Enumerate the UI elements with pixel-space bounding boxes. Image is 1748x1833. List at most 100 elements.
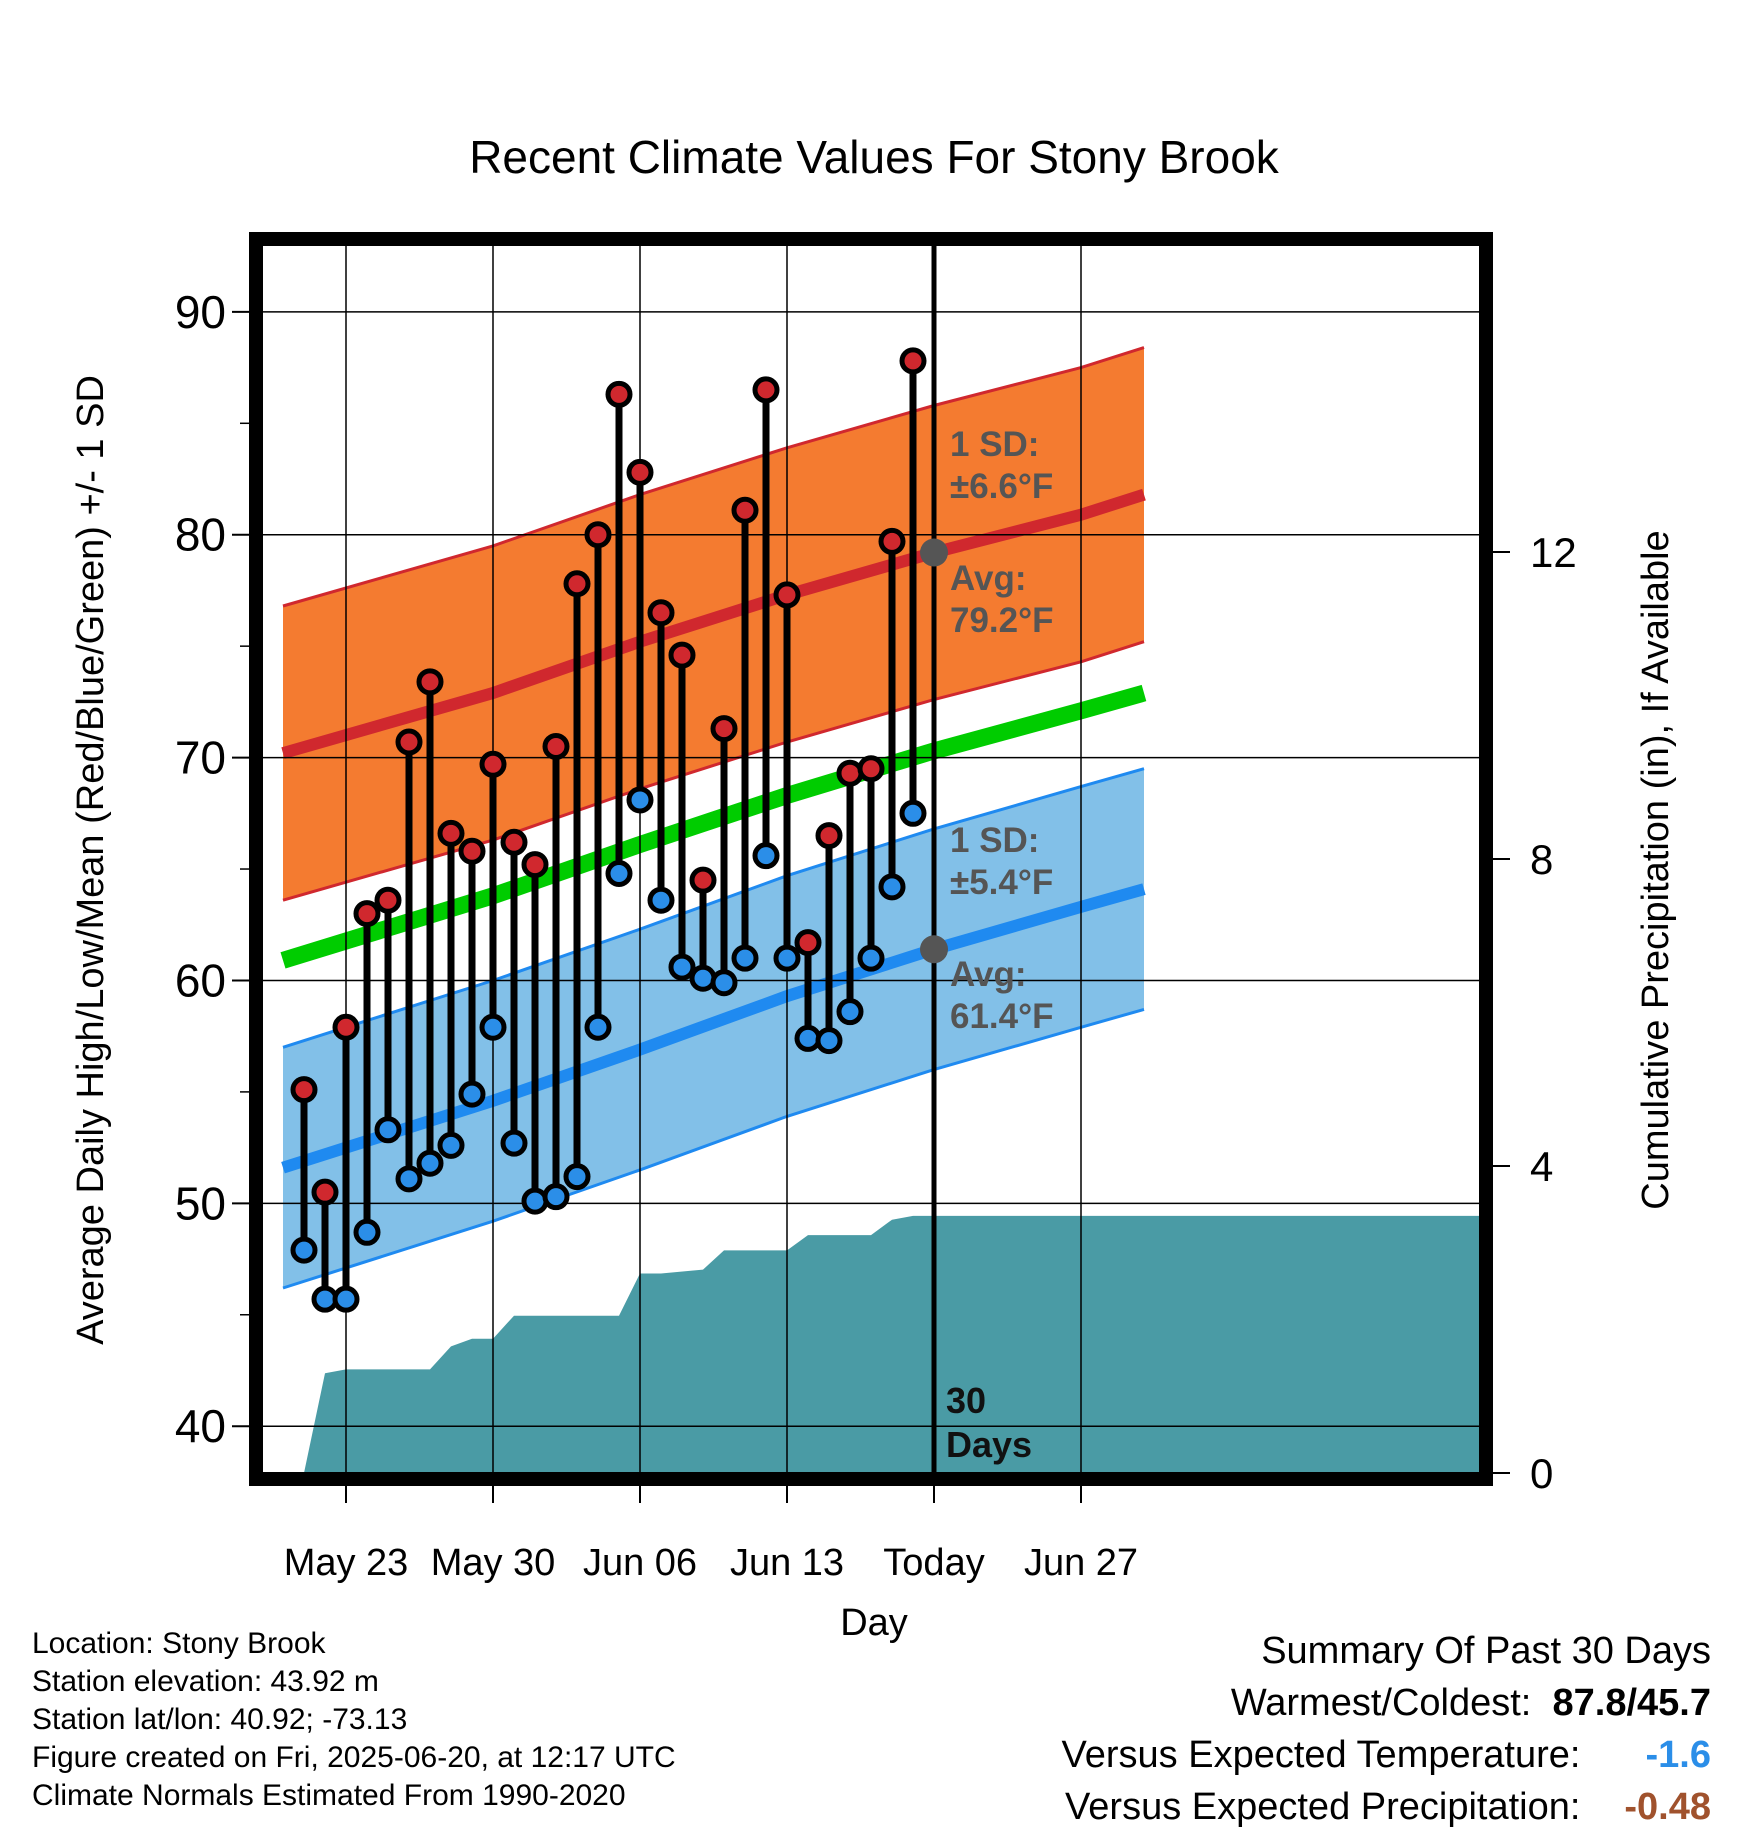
daily-high-point (605, 380, 633, 408)
y2-tick-label: 12 (1530, 529, 1577, 576)
y-tick-label: 80 (175, 509, 226, 561)
low-avg-annotation-line: 61.4°F (950, 997, 1054, 1036)
daily-low-point (773, 944, 801, 972)
low-sd-annotation-line: ±5.4°F (950, 863, 1053, 902)
precip-anomaly-value: -0.48 (1624, 1786, 1711, 1828)
summary-panel: Summary Of Past 30 Days Warmest/Coldest:… (1062, 1625, 1711, 1833)
y-tick-label: 60 (175, 954, 226, 1006)
x-tick-label: May 23 (284, 1542, 409, 1584)
precip-area (304, 1215, 1480, 1473)
daily-high-point (584, 521, 612, 549)
temp-anomaly-label: Versus Expected Temperature: (1061, 1734, 1581, 1776)
location-text: Location: Stony Brook (32, 1627, 326, 1660)
normals-text: Climate Normals Estimated From 1990-2020 (32, 1779, 626, 1812)
daily-low-point (353, 1218, 381, 1246)
window-label-line: 30 (946, 1380, 986, 1421)
y2-tick-label: 8 (1530, 836, 1553, 883)
created-text: Figure created on Fri, 2025-06-20, at 12… (32, 1741, 676, 1774)
daily-high-point (668, 641, 696, 669)
daily-low-point (437, 1131, 465, 1159)
y2-tick-label: 0 (1530, 1450, 1553, 1497)
precip-anomaly-row: Versus Expected Precipitation: -0.48 (1062, 1781, 1711, 1833)
high-avg-annotation: Avg: 79.2°F (950, 559, 1054, 640)
daily-low-point (479, 1013, 507, 1041)
high-avg-annotation-line: Avg: (950, 559, 1026, 598)
daily-high-point (332, 1013, 360, 1041)
x-tick-label: Jun 27 (1024, 1542, 1138, 1584)
daily-high-point (773, 581, 801, 609)
daily-low-point (668, 953, 696, 981)
low-sd-annotation: 1 SD: ±5.4°F (950, 821, 1053, 902)
low-avg-annotation-line: Avg: (950, 955, 1026, 994)
daily-high-point (626, 458, 654, 486)
low-sd-annotation-line: 1 SD: (950, 821, 1039, 860)
x-tick-label: May 30 (431, 1542, 556, 1584)
daily-low-point (752, 842, 780, 870)
daily-high-point (500, 828, 528, 856)
daily-high-point (899, 347, 927, 375)
plot-frame (249, 232, 1493, 1486)
daily-high-point (563, 570, 591, 598)
daily-high-point (353, 900, 381, 928)
temp-anomaly-value: -1.6 (1645, 1734, 1711, 1776)
x-tick-label: Today (883, 1542, 984, 1584)
daily-low-point (899, 799, 927, 827)
daily-low-point (731, 944, 759, 972)
warmest-coldest-label: Warmest/Coldest: (1230, 1682, 1532, 1724)
y-tick-label: 70 (175, 732, 226, 784)
latlon-text: Station lat/lon: 40.92; -73.13 (32, 1703, 408, 1736)
daily-low-point (500, 1129, 528, 1157)
daily-high-point (752, 376, 780, 404)
window-label: 30 Days (946, 1380, 1032, 1465)
daily-low-point (458, 1080, 486, 1108)
daily-low-point (605, 859, 633, 887)
daily-low-point (374, 1116, 402, 1144)
warmest-value: 87.8 (1552, 1682, 1627, 1724)
station-info: Location: Stony Brook Station elevation:… (32, 1625, 676, 1815)
daily-low-point (542, 1183, 570, 1211)
daily-high-point (857, 755, 885, 783)
daily-high-point (311, 1178, 339, 1206)
daily-low-point (416, 1149, 444, 1177)
daily-low-point (584, 1013, 612, 1041)
daily-low-point (332, 1285, 360, 1313)
high-sd-annotation-line: 1 SD: (950, 425, 1039, 464)
daily-low-point (563, 1163, 591, 1191)
elevation-text: Station elevation: 43.92 m (32, 1665, 379, 1698)
daily-low-point (815, 1027, 843, 1055)
daily-high-point (710, 715, 738, 743)
daily-low-point (290, 1236, 318, 1264)
window-label-line: Days (946, 1424, 1032, 1465)
y2-axis-label: Cumulative Precipitation (in), If Availa… (1635, 530, 1677, 1209)
daily-low-point (836, 998, 864, 1026)
low-avg-annotation: Avg: 61.4°F (950, 955, 1054, 1036)
daily-low-point (626, 786, 654, 814)
temp-anomaly-row: Versus Expected Temperature: -1.6 (1062, 1729, 1711, 1781)
high-sd-annotation-line: ±6.6°F (950, 467, 1053, 506)
warmest-coldest-row: Warmest/Coldest: 87.8/45.7 (1230, 1682, 1711, 1724)
daily-low-point (710, 969, 738, 997)
daily-low-point (878, 873, 906, 901)
high-avg-annotation-line: 79.2°F (950, 601, 1054, 640)
y2-tick-label: 4 (1530, 1143, 1553, 1190)
daily-low-point (647, 886, 675, 914)
high-sd-annotation: 1 SD: ±6.6°F (950, 425, 1053, 506)
daily-high-point (542, 732, 570, 760)
daily-high-point (731, 496, 759, 524)
daily-high-point (836, 759, 864, 787)
today-low-avg-marker (920, 935, 948, 964)
x-axis-label: Day (840, 1602, 908, 1644)
daily-high-point (374, 886, 402, 914)
daily-low-point (521, 1187, 549, 1215)
daily-high-point (815, 822, 843, 850)
today-high-avg-marker (920, 538, 948, 567)
daily-low-point (395, 1165, 423, 1193)
x-tick-label: Jun 13 (730, 1542, 844, 1584)
daily-high-point (647, 599, 675, 627)
y-tick-label: 40 (175, 1400, 226, 1452)
y-axis-label: Average Daily High/Low/Mean (Red/Blue/Gr… (70, 375, 112, 1345)
precip-anomaly-label: Versus Expected Precipitation: (1065, 1786, 1581, 1828)
